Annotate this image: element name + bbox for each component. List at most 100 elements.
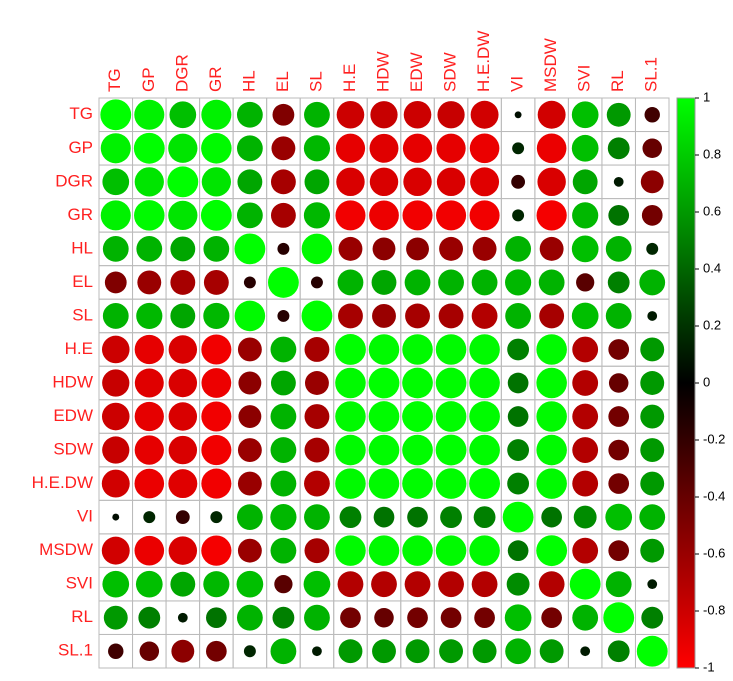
correlation-circle [507, 439, 530, 461]
correlation-circle [537, 167, 566, 197]
correlation-circle [371, 269, 397, 295]
correlation-circle [304, 169, 330, 195]
correlation-circle [469, 334, 500, 365]
correlation-circle [580, 646, 591, 657]
correlation-circle [469, 200, 500, 231]
correlation-circle [469, 434, 500, 466]
correlation-circle [473, 506, 496, 529]
correlation-circle [514, 111, 522, 119]
correlation-circle [372, 303, 396, 328]
correlation-circle [640, 170, 664, 194]
correlation-circle [335, 334, 366, 365]
correlation-circle [201, 99, 232, 130]
correlation-circle [304, 538, 330, 564]
correlation-circle [168, 435, 198, 465]
correlation-circle [167, 166, 199, 198]
correlation-circle [608, 473, 630, 494]
correlation-circle [236, 604, 263, 631]
correlation-circle [472, 236, 497, 261]
column-label: H.E [340, 64, 359, 92]
column-label: HDW [373, 51, 392, 92]
correlation-circle [270, 537, 297, 564]
correlation-circle [104, 271, 127, 294]
correlation-circle [607, 137, 630, 160]
correlation-circle [640, 471, 665, 496]
correlation-circle [608, 439, 630, 461]
correlation-circle [267, 266, 299, 298]
correlation-circle [337, 571, 364, 598]
correlation-circle [201, 133, 232, 164]
correlation-circle [336, 167, 365, 197]
correlation-circle [511, 174, 526, 189]
correlation-circle [402, 535, 433, 566]
correlation-circle [439, 236, 464, 261]
correlation-circle [102, 436, 130, 464]
correlation-circle [243, 645, 256, 658]
row-label: EL [72, 272, 93, 291]
correlation-circle [505, 303, 532, 329]
column-label: GP [139, 67, 158, 92]
correlation-circle [134, 334, 164, 365]
row-label: H.E [65, 339, 93, 358]
correlation-circle [138, 606, 161, 629]
correlation-circle [335, 200, 366, 231]
correlation-circle [469, 401, 500, 432]
correlation-circle [370, 101, 398, 129]
correlation-circle [139, 641, 160, 661]
correlation-circle [203, 269, 229, 295]
correlation-circle [338, 236, 363, 261]
correlation-circle [613, 176, 624, 187]
correlation-circle [368, 434, 400, 466]
correlation-circle [201, 334, 232, 365]
correlation-circle [303, 570, 331, 598]
correlation-circle [374, 607, 394, 628]
correlation-circle [177, 612, 188, 623]
row-label: DGR [55, 171, 93, 190]
correlation-circle [571, 134, 599, 162]
correlation-circle [507, 472, 530, 495]
correlation-circle [369, 133, 399, 163]
column-label: RL [608, 70, 627, 92]
correlation-circle [405, 303, 430, 329]
correlation-circle [301, 233, 333, 265]
correlation-circle [608, 373, 629, 393]
correlation-circle [203, 571, 230, 598]
correlation-circle [304, 404, 330, 429]
correlation-circle [108, 643, 124, 659]
correlation-circle [236, 202, 263, 229]
correlation-circle [336, 100, 365, 129]
correlation-circle [538, 269, 565, 296]
correlation-circle [469, 367, 500, 399]
correlation-circle [371, 571, 397, 598]
correlation-circle [435, 334, 467, 365]
correlation-circle [435, 401, 467, 432]
correlation-circle [102, 168, 130, 196]
correlation-circle [436, 200, 467, 231]
correlation-circle [301, 300, 333, 332]
correlation-circle [435, 434, 467, 466]
row-label: GP [68, 138, 93, 157]
correlation-circle [368, 334, 400, 365]
column-label: SDW [441, 52, 460, 92]
correlation-circle [406, 237, 429, 261]
column-label: H.E.DW [474, 31, 493, 92]
correlation-circle [201, 468, 232, 499]
correlation-circle [134, 99, 165, 130]
column-label: HL [239, 70, 258, 92]
correlation-circle [134, 401, 164, 432]
correlation-circle [170, 236, 196, 262]
correlation-circle [605, 235, 632, 262]
correlation-circle [136, 235, 163, 262]
correlation-circle [504, 604, 532, 632]
correlation-circle [572, 403, 599, 430]
correlation-circle [368, 401, 400, 432]
correlation-circle [512, 142, 525, 155]
correlation-circle [536, 200, 567, 231]
correlation-circle [536, 367, 567, 399]
correlation-circle [102, 303, 129, 329]
colorbar-tick-label: 0.6 [703, 203, 721, 218]
correlation-circle [102, 570, 130, 598]
correlation-circle [646, 242, 659, 255]
correlation-circle [270, 504, 297, 531]
correlation-circle [471, 269, 498, 296]
